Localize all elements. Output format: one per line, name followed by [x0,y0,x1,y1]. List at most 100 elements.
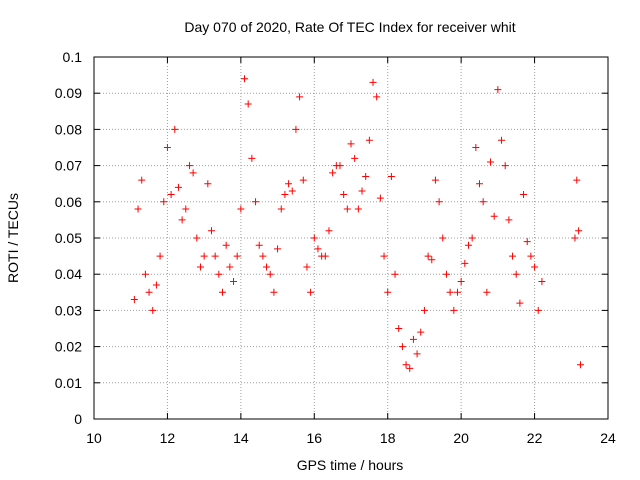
data-point [573,176,581,184]
data-point [185,162,193,170]
data-point [171,125,179,133]
data-point [571,234,579,242]
data-point [431,176,439,184]
data-point [174,183,182,191]
data-point [182,205,190,213]
data-point [193,234,201,242]
data-point [358,187,366,195]
data-point [516,299,524,307]
data-point [241,75,249,83]
data-point [531,263,539,271]
data-point [509,252,517,260]
data-point [575,227,583,235]
data-point [409,335,417,343]
data-point [413,350,421,358]
data-point [215,270,223,278]
data-point [439,234,447,242]
data-point [145,288,153,296]
data-point [299,176,307,184]
data-point [152,281,160,289]
data-points [130,75,584,372]
data-point [204,180,212,188]
y-axis-ticks: 0 0.01 0.02 0.03 0.04 0.05 0.06 0.07 0.08 0.09 0.1 [55,49,608,427]
data-point [534,306,542,314]
data-point [453,288,461,296]
data-point [292,125,300,133]
data-point [501,162,509,170]
data-point [483,288,491,296]
y-tick-label: 0.07 [55,158,82,174]
data-point [207,227,215,235]
x-tick-label: 14 [233,430,249,446]
data-point [464,241,472,249]
x-tick-label: 24 [600,430,616,446]
y-tick-label: 0.03 [55,302,82,318]
x-axis-title: GPS time / hours [297,457,404,473]
data-point [130,296,138,304]
x-tick-label: 10 [86,430,102,446]
data-point [141,270,149,278]
data-point [230,277,238,285]
data-point [520,191,528,199]
data-point [538,277,546,285]
data-point [196,263,204,271]
data-point [391,270,399,278]
x-tick-label: 20 [453,430,469,446]
data-point [369,78,377,86]
data-point [222,241,230,249]
y-tick-label: 0.06 [55,194,82,210]
data-point [160,198,168,206]
data-point [189,169,197,177]
data-point [395,325,403,332]
x-tick-label: 18 [380,430,396,446]
data-point [406,364,414,372]
data-point [259,252,267,260]
grid-lines [94,57,608,419]
data-point [321,252,329,260]
data-point [325,227,333,235]
data-point [384,288,392,296]
data-point [420,306,428,314]
data-point [576,361,584,369]
data-point [512,270,520,278]
data-point [244,100,252,108]
data-point [329,169,337,177]
y-tick-label: 0.01 [55,375,82,391]
chart-title: Day 070 of 2020, Rate Of TEC Index for r… [184,19,515,35]
y-tick-label: 0.1 [63,49,83,65]
data-point [457,277,465,285]
data-point [200,252,208,260]
data-point [362,172,370,180]
data-point [270,288,278,296]
data-point [281,191,289,199]
plot-frame [93,56,609,420]
y-axis-title: ROTI / TECUs [5,193,21,283]
y-tick-label: 0 [74,411,82,427]
y-tick-label: 0.05 [55,230,82,246]
data-point [303,263,311,271]
data-point [498,136,506,144]
data-point [398,343,406,351]
data-point [314,245,322,253]
data-point [446,288,454,296]
data-point [380,252,388,260]
data-point [163,144,171,151]
data-point [149,306,157,314]
data-point [347,140,355,148]
data-point [487,158,495,166]
data-point [354,205,362,213]
data-point [468,234,476,242]
data-point [285,180,293,188]
data-point [402,361,410,369]
data-point [266,270,274,278]
data-point [255,241,263,249]
data-point [277,205,285,213]
data-point [461,259,469,267]
data-point [428,256,436,264]
x-axis-ticks: 10 12 14 16 18 20 22 24 [86,57,616,446]
y-tick-label: 0.08 [55,121,82,137]
data-point [252,198,260,206]
data-point [274,245,282,253]
x-tick-label: 12 [160,430,176,446]
